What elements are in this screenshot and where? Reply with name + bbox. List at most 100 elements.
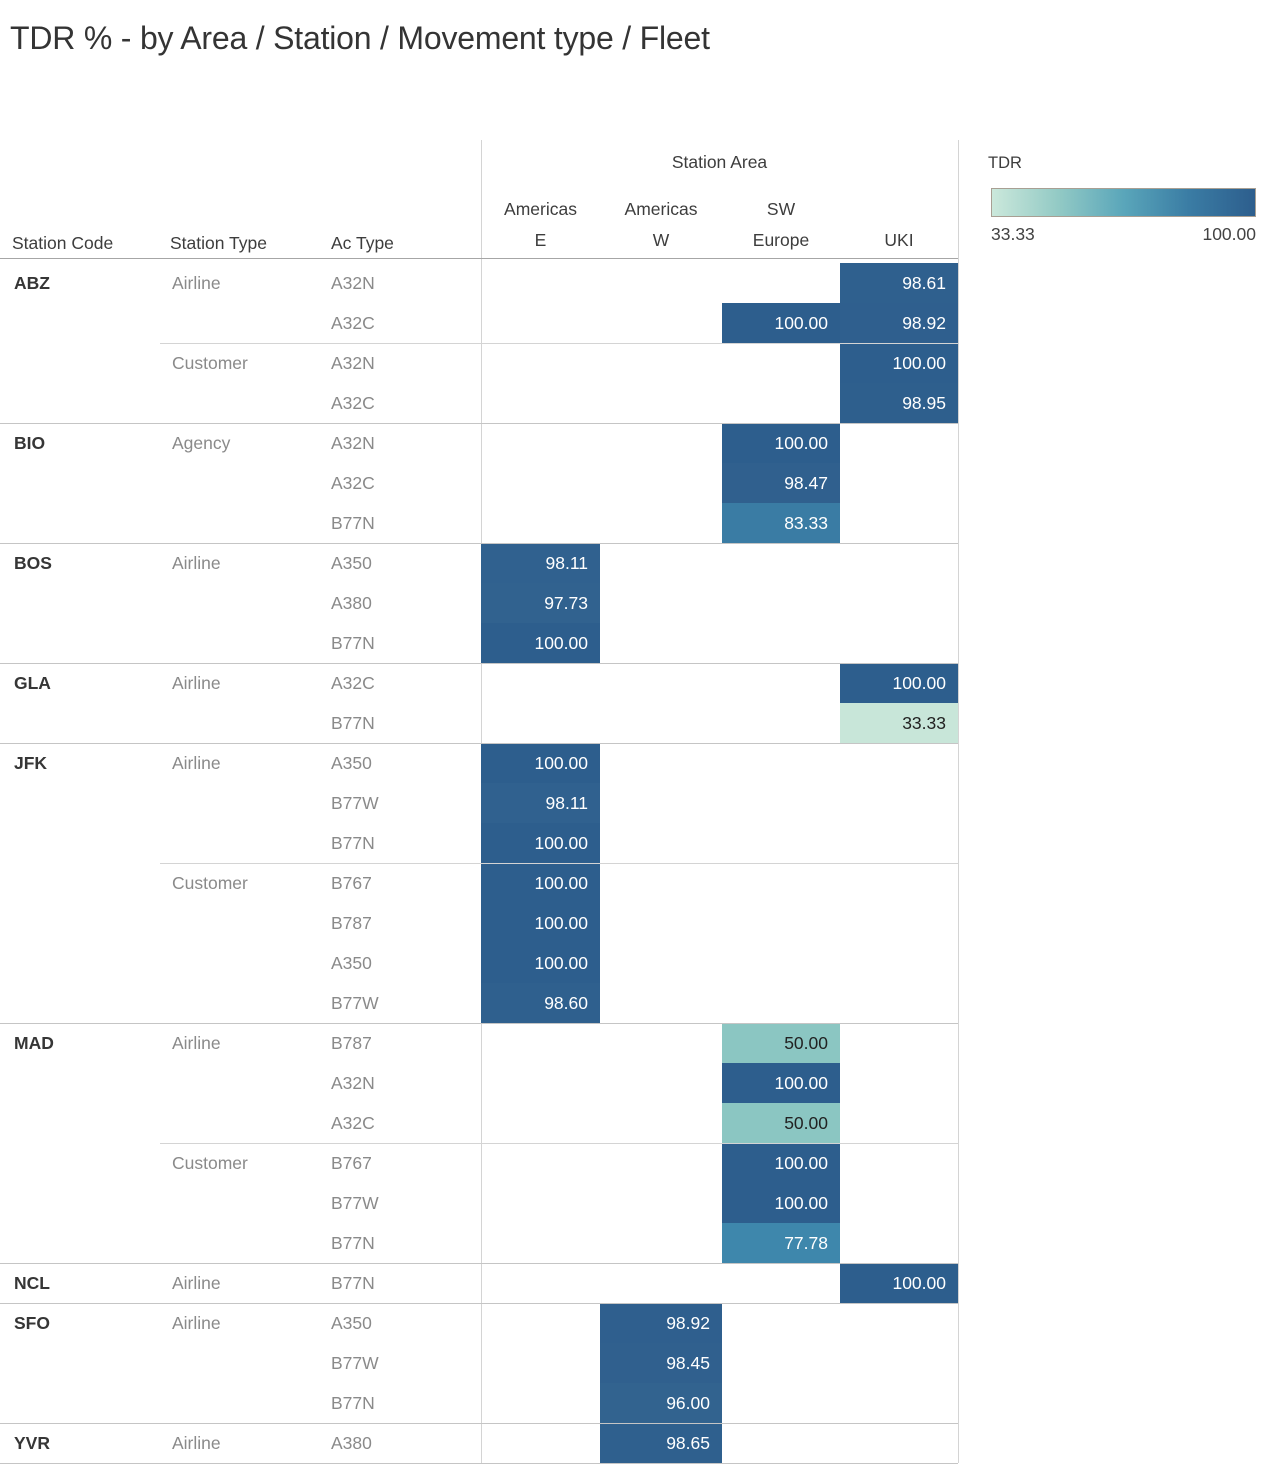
tdr-cell[interactable]: 97.73	[481, 583, 600, 623]
tdr-cell[interactable]: 98.95	[840, 383, 958, 423]
tdr-cell[interactable]: 98.61	[840, 263, 958, 303]
station-code-label-bos[interactable]: BOS	[14, 553, 52, 573]
legend-labels: 33.33 100.00	[991, 224, 1256, 245]
ac-type-label[interactable]: A350	[331, 953, 372, 973]
ac-type-label[interactable]: A350	[331, 553, 372, 573]
station-type-label[interactable]: Customer	[172, 353, 248, 373]
ac-type-label[interactable]: A32C	[331, 313, 375, 333]
ac-type-label[interactable]: B77N	[331, 1273, 375, 1293]
ac-type-label[interactable]: B77N	[331, 833, 375, 853]
col-header-americas-e[interactable]: Americas E	[481, 190, 600, 256]
tdr-cell[interactable]: 50.00	[722, 1103, 840, 1143]
station-code-label-yvr[interactable]: YVR	[14, 1433, 50, 1453]
ac-type-label[interactable]: B77W	[331, 1193, 379, 1213]
tdr-cell[interactable]: 100.00	[840, 1263, 958, 1303]
station-code-label-gla[interactable]: GLA	[14, 673, 51, 693]
ac-type-label[interactable]: A380	[331, 1433, 372, 1453]
station-type-separator	[160, 863, 958, 864]
station-code-label-jfk[interactable]: JFK	[14, 753, 48, 773]
ac-type-label[interactable]: A32N	[331, 433, 375, 453]
ac-type-label[interactable]: A32N	[331, 1073, 375, 1093]
station-code-label-mad[interactable]: MAD	[14, 1033, 54, 1053]
page-title: TDR % - by Area / Station / Movement typ…	[10, 20, 710, 56]
ac-type-label[interactable]: B77N	[331, 1393, 375, 1413]
col-header-americas-w[interactable]: Americas W	[600, 190, 722, 256]
station-code-label-ncl[interactable]: NCL	[14, 1273, 50, 1293]
tdr-cell[interactable]: 98.92	[600, 1303, 722, 1343]
col-header-uki[interactable]: UKI	[840, 190, 958, 256]
tdr-cell[interactable]: 98.11	[481, 543, 600, 583]
station-code-label-bio[interactable]: BIO	[14, 433, 46, 453]
tdr-cell[interactable]: 100.00	[722, 423, 840, 463]
tdr-cell[interactable]: 100.00	[481, 903, 600, 943]
station-separator	[0, 743, 958, 744]
tdr-cell[interactable]: 100.00	[840, 663, 958, 703]
column-group-header: Station Area	[671, 152, 768, 172]
station-type-separator	[160, 1143, 958, 1144]
station-type-label[interactable]: Customer	[172, 873, 248, 893]
ac-type-label[interactable]: B787	[331, 913, 372, 933]
col-header-line: Americas	[624, 199, 698, 219]
ac-type-label[interactable]: A32N	[331, 273, 375, 293]
ac-type-label[interactable]: B767	[331, 873, 372, 893]
tdr-cell[interactable]: 100.00	[481, 623, 600, 663]
station-code-label-abz[interactable]: ABZ	[14, 273, 50, 293]
ac-type-label[interactable]: A350	[331, 753, 372, 773]
station-type-label[interactable]: Airline	[172, 273, 221, 293]
tdr-cell[interactable]: 50.00	[722, 1023, 840, 1063]
tdr-cell[interactable]: 100.00	[722, 1143, 840, 1183]
col-header-line: E	[534, 230, 547, 250]
tdr-cell[interactable]: 98.47	[722, 463, 840, 503]
ac-type-label[interactable]: A350	[331, 1313, 372, 1333]
ac-type-label[interactable]: B77N	[331, 713, 375, 733]
tdr-cell[interactable]: 96.00	[600, 1383, 722, 1423]
col-header-sw-europe[interactable]: SW Europe	[722, 190, 840, 256]
tdr-cell[interactable]: 33.33	[840, 703, 958, 743]
tdr-cell[interactable]: 98.11	[481, 783, 600, 823]
tdr-cell[interactable]: 98.65	[600, 1423, 722, 1463]
station-type-label[interactable]: Airline	[172, 673, 221, 693]
station-type-label[interactable]: Agency	[172, 433, 231, 453]
ac-type-label[interactable]: B77W	[331, 993, 379, 1013]
ac-type-label[interactable]: B77N	[331, 513, 375, 533]
station-type-label[interactable]: Customer	[172, 1153, 248, 1173]
tdr-cell[interactable]: 100.00	[722, 1063, 840, 1103]
ac-type-label[interactable]: B77W	[331, 1353, 379, 1373]
station-separator	[0, 1023, 958, 1024]
tdr-cell[interactable]: 100.00	[722, 303, 840, 343]
ac-type-label[interactable]: A32N	[331, 353, 375, 373]
legend-gradient-bar[interactable]	[991, 188, 1256, 217]
tdr-cell[interactable]: 98.60	[481, 983, 600, 1023]
color-legend: TDR 33.33 100.00	[988, 154, 1256, 245]
station-type-label[interactable]: Airline	[172, 1433, 221, 1453]
tdr-cell[interactable]: 100.00	[481, 863, 600, 903]
tdr-cell[interactable]: 98.45	[600, 1343, 722, 1383]
ac-type-label[interactable]: A32C	[331, 393, 375, 413]
tdr-cell[interactable]: 100.00	[481, 943, 600, 983]
ac-type-label[interactable]: B767	[331, 1153, 372, 1173]
tdr-cell[interactable]: 98.92	[840, 303, 958, 343]
ac-type-label[interactable]: A32C	[331, 673, 375, 693]
tdr-cell[interactable]: 77.78	[722, 1223, 840, 1263]
ac-type-label[interactable]: A380	[331, 593, 372, 613]
tdr-cell[interactable]: 100.00	[481, 743, 600, 783]
station-code-label-sfo[interactable]: SFO	[14, 1313, 50, 1333]
station-type-label[interactable]: Airline	[172, 753, 221, 773]
ac-type-label[interactable]: A32C	[331, 473, 375, 493]
ac-type-label[interactable]: A32C	[331, 1113, 375, 1133]
tdr-cell[interactable]: 83.33	[722, 503, 840, 543]
legend-title: TDR	[988, 154, 1022, 172]
tdr-cell[interactable]: 100.00	[722, 1183, 840, 1223]
col-header-line: SW	[766, 199, 796, 219]
tdr-cell[interactable]: 100.00	[481, 823, 600, 863]
station-type-label[interactable]: Airline	[172, 1313, 221, 1333]
tdr-cell[interactable]: 100.00	[840, 343, 958, 383]
ac-type-label[interactable]: B787	[331, 1033, 372, 1053]
station-type-label[interactable]: Airline	[172, 1273, 221, 1293]
station-type-label[interactable]: Airline	[172, 1033, 221, 1053]
ac-type-label[interactable]: B77W	[331, 793, 379, 813]
ac-type-label[interactable]: B77N	[331, 1233, 375, 1253]
ac-type-label[interactable]: B77N	[331, 633, 375, 653]
station-type-label[interactable]: Airline	[172, 553, 221, 573]
